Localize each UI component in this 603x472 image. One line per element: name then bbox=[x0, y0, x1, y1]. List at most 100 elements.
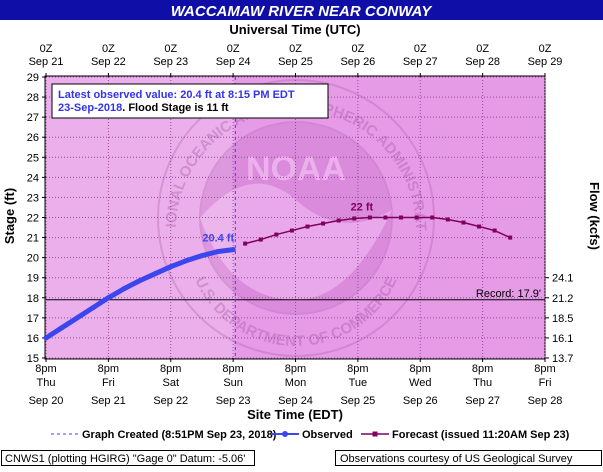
y-tick-label: 29 bbox=[27, 72, 39, 84]
x-tick-day: Thu bbox=[37, 377, 56, 389]
x-tick-day: Fri bbox=[102, 377, 115, 389]
x-tick-time: 8pm bbox=[472, 363, 493, 375]
observed-point bbox=[59, 325, 65, 331]
x-tick-day: Tue bbox=[349, 377, 368, 389]
observed-point bbox=[215, 249, 221, 255]
top-tick-date: Sep 22 bbox=[91, 56, 126, 68]
footer-credit-text: Observations courtesy of US Geological S… bbox=[340, 453, 573, 465]
x-tick-day: Wed bbox=[409, 377, 431, 389]
chart-title: WACCAMAW RIVER NEAR CONWAY bbox=[171, 3, 434, 20]
noaa-seal-letters: NOAA bbox=[246, 150, 346, 188]
top-tick-time: 0Z bbox=[351, 43, 364, 55]
legend-observed-marker bbox=[282, 431, 288, 437]
forecast-peak-label: 22 ft bbox=[351, 202, 374, 214]
x-tick-date: Sep 21 bbox=[91, 395, 126, 407]
top-tick-time: 0Z bbox=[164, 43, 177, 55]
x-axis-title: Site Time (EDT) bbox=[247, 407, 343, 422]
y-tick-label: 16 bbox=[27, 333, 39, 345]
y-tick-label: 21 bbox=[27, 233, 39, 245]
observed-point bbox=[230, 247, 236, 253]
forecast-point bbox=[274, 232, 279, 237]
latest-observation-line2: 23-Sep-2018. Flood Stage is 11 ft bbox=[58, 102, 229, 114]
forecast-point bbox=[383, 215, 388, 220]
observed-peak-label: 20.4 ft bbox=[202, 233, 234, 245]
y-tick-label: 26 bbox=[27, 132, 39, 144]
y-tick-label: 24 bbox=[27, 172, 39, 184]
noaa-bird-icon bbox=[200, 183, 392, 300]
top-tick-date: Sep 25 bbox=[278, 56, 313, 68]
y-tick-label: 25 bbox=[27, 152, 39, 164]
y-tick-label: 18 bbox=[27, 293, 39, 305]
observed-series bbox=[43, 247, 236, 341]
x-tick-time: 8pm bbox=[534, 363, 555, 375]
y-tick-label: 15 bbox=[27, 353, 39, 365]
forecast-point bbox=[336, 218, 341, 223]
x-tick-date: Sep 27 bbox=[465, 395, 500, 407]
legend-forecast-marker bbox=[372, 431, 378, 437]
x-tick-time: 8pm bbox=[222, 363, 243, 375]
x-tick-day: Fri bbox=[539, 377, 552, 389]
forecast-point bbox=[414, 215, 419, 220]
observed-point bbox=[121, 286, 127, 292]
y-tick-label: 23 bbox=[27, 192, 39, 204]
flow-tick-label: 21.2 bbox=[552, 293, 573, 305]
x-tick-time: 8pm bbox=[410, 363, 431, 375]
observed-point bbox=[74, 315, 80, 321]
record-label: Record: 17.9' bbox=[476, 288, 541, 300]
title-bar bbox=[0, 0, 603, 20]
observed-point bbox=[199, 253, 205, 259]
top-tick-date: Sep 27 bbox=[403, 56, 438, 68]
y-tick-label: 17 bbox=[27, 313, 39, 325]
x-tick-time: 8pm bbox=[35, 363, 56, 375]
x-tick-time: 8pm bbox=[98, 363, 119, 375]
x-tick-day: Sun bbox=[223, 377, 243, 389]
legend-observed-label: Observed bbox=[302, 429, 353, 441]
y-tick-label: 28 bbox=[27, 92, 39, 104]
footer-left-box bbox=[1, 450, 255, 466]
forecast-point bbox=[258, 237, 263, 242]
y-tick-label: 22 bbox=[27, 213, 39, 225]
footer-datum-text: CNWS1 (plotting HGIRG) "Gage 0" Datum: -… bbox=[5, 453, 245, 465]
top-tick-date: Sep 23 bbox=[153, 56, 188, 68]
observed-point bbox=[137, 278, 143, 284]
x-tick-time: 8pm bbox=[285, 363, 306, 375]
forecast-point bbox=[461, 220, 466, 225]
observed-point bbox=[183, 258, 189, 264]
latest-observation-line1: Latest observed value: 20.4 ft at 8:15 P… bbox=[58, 89, 295, 101]
x-tick-day: Thu bbox=[473, 377, 492, 389]
x-tick-time: 8pm bbox=[347, 363, 368, 375]
footer-right-box bbox=[335, 450, 602, 466]
forecast-point bbox=[367, 215, 372, 220]
flood-stage-text: . Flood Stage is 11 ft bbox=[122, 102, 229, 114]
x-tick-date: Sep 22 bbox=[153, 395, 188, 407]
legend-forecast-label: Forecast (issued 11:20AM Sep 23) bbox=[392, 429, 570, 441]
x-tick-date: Sep 28 bbox=[528, 395, 563, 407]
forecast-series bbox=[243, 215, 513, 246]
observed-point bbox=[152, 271, 158, 277]
x-tick-date: Sep 23 bbox=[216, 395, 251, 407]
latest-observation-date: 23-Sep-2018 bbox=[58, 102, 122, 114]
top-tick-time: 0Z bbox=[476, 43, 489, 55]
forecast-point bbox=[430, 215, 435, 220]
top-tick-time: 0Z bbox=[289, 43, 302, 55]
forecast-point bbox=[477, 224, 482, 229]
forecast-point bbox=[305, 224, 310, 229]
latest-observation-box: Latest observed value: 20.4 ft at 8:15 P… bbox=[51, 83, 329, 119]
top-tick-date: Sep 26 bbox=[340, 56, 375, 68]
forecast-point bbox=[352, 216, 357, 221]
top-tick-time: 0Z bbox=[414, 43, 427, 55]
x-tick-date: Sep 20 bbox=[29, 395, 64, 407]
y-axis-title: Stage (ft) bbox=[2, 188, 17, 244]
observed-point bbox=[168, 264, 174, 270]
forecast-line bbox=[244, 216, 511, 245]
top-tick-time: 0Z bbox=[40, 43, 53, 55]
legend-created-label: Graph Created (8:51PM Sep 23, 2018) bbox=[82, 429, 277, 441]
top-tick-date: Sep 29 bbox=[528, 56, 563, 68]
observed-point bbox=[105, 295, 111, 301]
forecast-point bbox=[445, 217, 450, 222]
x-tick-date: Sep 26 bbox=[403, 395, 438, 407]
y-tick-label: 19 bbox=[27, 273, 39, 285]
latest-observation-box-bg bbox=[51, 83, 329, 119]
top-tick-date: Sep 21 bbox=[29, 56, 64, 68]
